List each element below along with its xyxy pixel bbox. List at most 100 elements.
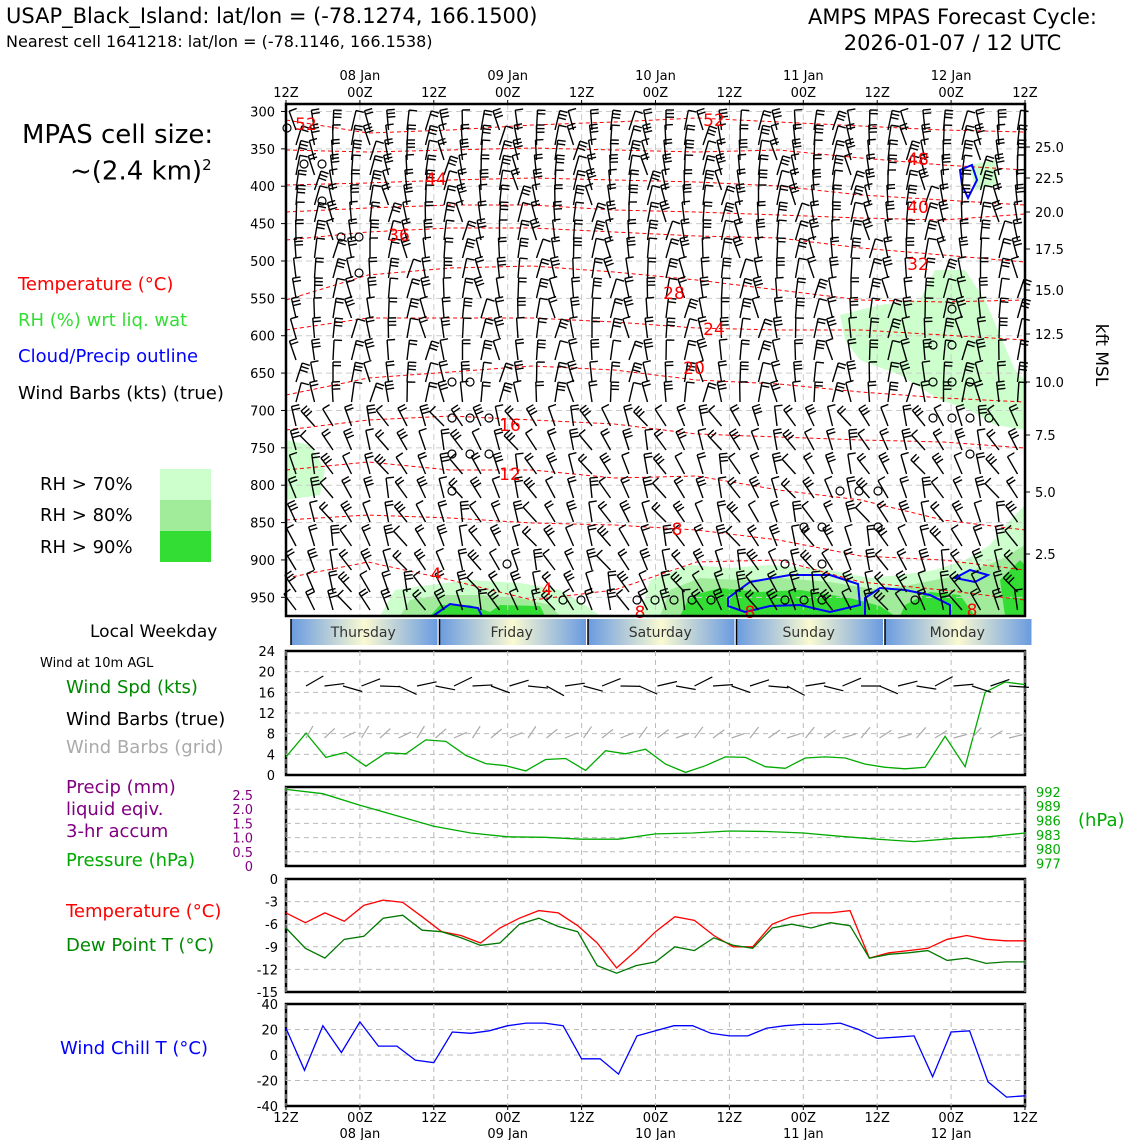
wind-barb-feather	[723, 257, 732, 260]
wind-barb-feather	[511, 152, 521, 157]
wind-barb-feather	[383, 524, 392, 528]
bottom-time-tick: 00Z	[495, 1111, 521, 1126]
wind-barb-feather	[953, 576, 961, 583]
calm-circle	[317, 159, 327, 169]
wind-barb-feather	[331, 142, 340, 145]
true-wind-barb	[453, 676, 473, 687]
isotherm-4	[285, 227, 1026, 263]
wind-barb-staff	[803, 432, 815, 451]
wind-barb-feather	[714, 591, 723, 596]
wind-barb-feather	[419, 482, 428, 488]
wind-barb	[460, 123, 470, 146]
wind-barb-feather	[621, 451, 630, 456]
wind-barb	[739, 258, 754, 279]
wind-barb	[498, 140, 513, 161]
wind-barb-feather	[450, 404, 459, 410]
wind-barb-feather	[787, 434, 795, 441]
wind-barb-staff	[387, 297, 390, 319]
wind-barb-feather	[685, 146, 694, 149]
wind-barb-feather	[940, 168, 950, 171]
wind-barb-feather	[1014, 242, 1023, 247]
wind-barb-feather	[761, 381, 770, 385]
wind-barb-staff	[924, 185, 933, 206]
wind-barb-staff	[942, 340, 947, 361]
wind-barb	[313, 219, 326, 241]
wind-barb-feather	[700, 279, 709, 283]
wind-barb	[823, 499, 834, 523]
wind-barb-feather	[649, 237, 658, 240]
wind-barb	[461, 257, 475, 279]
wind-barb-feather	[745, 570, 753, 578]
wind-barb	[587, 524, 597, 547]
wind-barb-feather	[404, 190, 414, 194]
wind-barb	[1014, 588, 1023, 611]
wind-barb	[584, 182, 594, 206]
wind-barb	[792, 380, 801, 403]
wind-barb-staff	[480, 362, 485, 383]
wind-barb-feather	[290, 427, 299, 432]
wind-barb-feather	[643, 452, 653, 455]
wind-barb	[683, 169, 693, 191]
wind-barb	[846, 476, 856, 499]
wind-barb-feather	[574, 222, 583, 225]
wind-barb-staff	[670, 576, 686, 593]
wind-barb-feather	[311, 338, 320, 341]
wind-barb-feather	[877, 476, 886, 482]
wind-barb-feather	[847, 479, 856, 483]
wind-barb-feather	[993, 167, 1003, 172]
windchill-tick-label: 20	[261, 1024, 278, 1039]
weekday-label: Monday	[930, 625, 985, 641]
wind-barb-feather	[360, 591, 369, 597]
wind-barb	[532, 168, 543, 191]
wind-barb	[699, 276, 710, 299]
isotherm-1	[285, 147, 1026, 171]
wind-barb	[663, 380, 673, 403]
wind-barb	[679, 236, 690, 259]
calm-circle	[558, 595, 568, 605]
wind-barb	[670, 571, 686, 593]
wind-barb-staff	[961, 110, 969, 131]
wind-barb-feather	[686, 365, 696, 368]
wind-barb-feather	[682, 588, 691, 591]
wind-barb	[457, 168, 467, 191]
grid-wind-barb	[934, 730, 948, 739]
wind-barb-feather	[501, 187, 510, 191]
wind-barb-feather	[483, 124, 492, 127]
wind-barb-feather	[383, 594, 392, 599]
wind-barb-staff	[651, 507, 667, 523]
wind-barb-feather	[366, 344, 375, 349]
wind-barb-feather	[863, 199, 872, 204]
wind-barb-feather	[442, 323, 451, 327]
wind-barb	[919, 523, 929, 547]
wind-barb-feather	[766, 588, 774, 594]
wind-barb-feather	[590, 108, 599, 111]
wind-barb-staff	[904, 257, 908, 279]
wind-barb-feather	[476, 259, 485, 263]
wind-barb-feather	[438, 122, 447, 127]
wind-barb-feather	[466, 257, 475, 261]
wind-barb-feather	[704, 201, 713, 204]
true-wind-barb	[527, 685, 548, 689]
wind-barb	[542, 548, 556, 571]
wind-barb-staff	[929, 530, 945, 547]
wind-barb	[544, 500, 556, 523]
calm-circle	[465, 377, 475, 387]
wind-barb-staff	[739, 258, 747, 279]
wind-barb-feather	[642, 360, 651, 364]
wind-barb	[586, 547, 597, 571]
wind-barb	[383, 138, 394, 161]
wind-barb	[535, 339, 546, 361]
wind-barb	[831, 362, 847, 383]
wind-barb	[616, 570, 630, 593]
wind-barb-staff	[1007, 431, 1019, 451]
wind-barb-staff	[382, 550, 390, 571]
wind-barb-feather	[570, 431, 579, 435]
wind-barb	[620, 475, 630, 499]
wind-barb	[497, 236, 507, 259]
true-wind-barb	[324, 682, 345, 687]
wind-barb-feather	[318, 501, 326, 508]
wind-barb-feather	[717, 503, 727, 507]
wind-barb-feather	[1013, 239, 1022, 243]
wind-barb-staff	[901, 430, 908, 451]
wind-barb	[332, 109, 342, 131]
